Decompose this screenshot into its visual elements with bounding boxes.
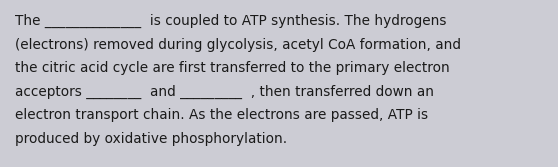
Text: acceptors ________  and _________  , then transferred down an: acceptors ________ and _________ , then … (15, 85, 434, 99)
Text: produced by oxidative phosphorylation.: produced by oxidative phosphorylation. (15, 131, 287, 145)
Text: (electrons) removed during glycolysis, acetyl CoA formation, and: (electrons) removed during glycolysis, a… (15, 38, 461, 51)
Text: electron transport chain. As the electrons are passed, ATP is: electron transport chain. As the electro… (15, 108, 428, 122)
Text: the citric acid cycle are first transferred to the primary electron: the citric acid cycle are first transfer… (15, 61, 450, 75)
Text: The ______________  is coupled to ATP synthesis. The hydrogens: The ______________ is coupled to ATP syn… (15, 14, 446, 28)
